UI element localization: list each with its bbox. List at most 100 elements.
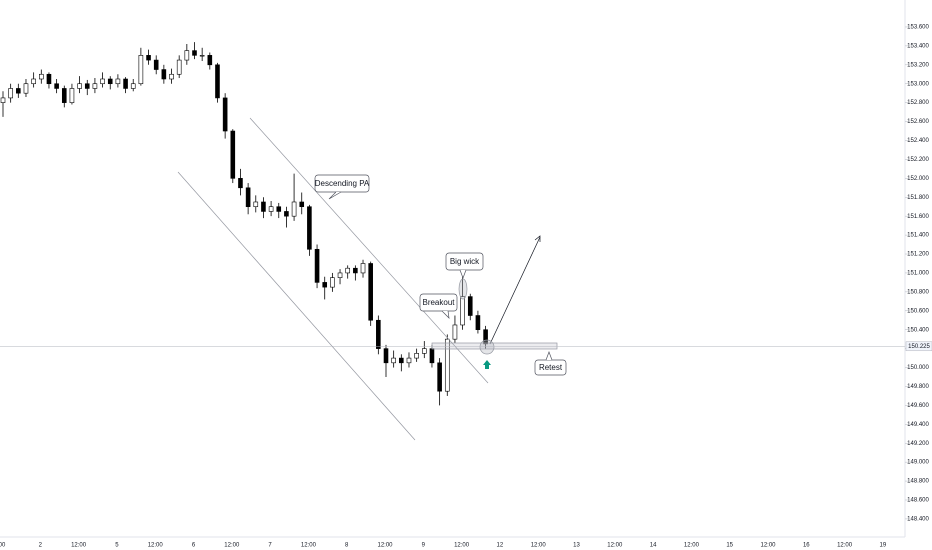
candle-body [169, 73, 174, 80]
y-tick-label: 153.600 [907, 25, 929, 31]
y-tick-label: 151.000 [907, 271, 929, 277]
y-tick-label: 149.600 [907, 403, 929, 409]
y-tick-label: 148.800 [907, 479, 929, 485]
x-tick-label: 14 [650, 543, 657, 549]
y-tick-label: 151.400 [907, 233, 929, 239]
y-tick-label: 149.000 [907, 460, 929, 466]
arrow-head [534, 235, 541, 242]
annotation: Big wick [450, 257, 480, 266]
candle-body [100, 78, 105, 85]
up-arrow-icon [483, 360, 491, 369]
candle-body [475, 315, 481, 331]
y-tick-label: 151.200 [907, 252, 929, 258]
y-tick-label: 153.400 [907, 43, 929, 49]
candle-body [353, 267, 358, 274]
candle-body [376, 319, 381, 349]
callout-pointer [459, 269, 467, 279]
candle-body [77, 83, 82, 89]
y-tick-label: 150.000 [907, 365, 929, 371]
candle-body [307, 206, 312, 250]
candle-body [299, 201, 305, 208]
y-tick-label: 149.200 [907, 441, 929, 447]
x-tick-label: 00 [0, 543, 6, 549]
candle-body [199, 55, 205, 57]
candle-body [207, 55, 213, 66]
y-tick-label: 148.600 [907, 498, 929, 504]
candle-body [383, 348, 389, 364]
x-tick-label: 12:00 [377, 543, 393, 549]
y-tick-label: 152.800 [907, 100, 929, 106]
candle-body [261, 201, 266, 212]
callout-pointer [441, 310, 450, 319]
callout-pointer [328, 191, 342, 200]
y-tick-label: 149.400 [907, 422, 929, 428]
annotation: Descending PA [315, 179, 370, 188]
candle-body [69, 88, 75, 103]
x-tick-label: 15 [726, 543, 733, 549]
x-tick-label: 12:00 [837, 543, 853, 549]
candle-body [268, 206, 274, 212]
candle-body [230, 130, 236, 179]
candle-body [31, 78, 36, 85]
candle-body [130, 83, 136, 89]
candle-body [345, 267, 351, 274]
annotation: Breakout [422, 298, 455, 307]
y-tick-label: 152.600 [907, 119, 929, 125]
candle-body [330, 277, 335, 288]
x-tick-label: 8 [345, 543, 349, 549]
x-tick-label: 12:00 [71, 543, 87, 549]
candle-body [176, 59, 182, 75]
candle-body [146, 55, 151, 61]
candle-body [314, 248, 320, 283]
candle-body [337, 272, 343, 278]
candle-body [322, 282, 328, 288]
x-tick-label: 5 [115, 543, 119, 549]
retest-circle [479, 339, 495, 355]
x-tick-label: 2 [39, 543, 43, 549]
x-tick-label: 12:00 [454, 543, 470, 549]
x-tick-label: 12 [497, 543, 504, 549]
candle-body [368, 263, 373, 321]
y-tick-label: 151.800 [907, 195, 929, 201]
candle-body [161, 69, 167, 80]
candle-body [123, 78, 128, 89]
candle-body [291, 201, 297, 217]
y-tick-label: 152.000 [907, 176, 929, 182]
candle-body [153, 59, 159, 70]
x-tick-label: 6 [192, 543, 196, 549]
candle-body [115, 78, 121, 85]
candle-body [245, 187, 251, 208]
x-tick-label: 12:00 [684, 543, 700, 549]
callout-pointer [545, 351, 553, 361]
candle-body [0, 97, 6, 103]
candle-body [192, 50, 197, 56]
candle-body [46, 73, 52, 85]
candle-body [284, 211, 289, 217]
last-price-label: 150.225 [908, 344, 930, 350]
callout-box [419, 293, 458, 312]
candle-body [406, 357, 412, 364]
candle-body [238, 178, 243, 189]
annotation: Retest [539, 363, 563, 372]
projection-arrow [489, 236, 541, 345]
candle-body [92, 83, 98, 89]
y-tick-label: 152.400 [907, 138, 929, 144]
candle-body [222, 97, 228, 132]
candle-body [360, 263, 366, 274]
candle-body [399, 357, 404, 364]
candle-body [483, 329, 488, 345]
candle-body [107, 78, 113, 85]
y-tick-label: 151.600 [907, 214, 929, 220]
x-tick-label: 12:00 [760, 543, 776, 549]
candle-body [460, 296, 465, 326]
y-tick-label: 153.200 [907, 62, 929, 68]
y-tick-label: 148.400 [907, 516, 929, 522]
x-tick-label: 12:00 [301, 543, 317, 549]
candle-body [414, 353, 419, 359]
candle-body [421, 348, 427, 354]
candle-body [138, 55, 144, 85]
candle-body [253, 201, 259, 208]
y-tick-label: 150.600 [907, 308, 929, 314]
